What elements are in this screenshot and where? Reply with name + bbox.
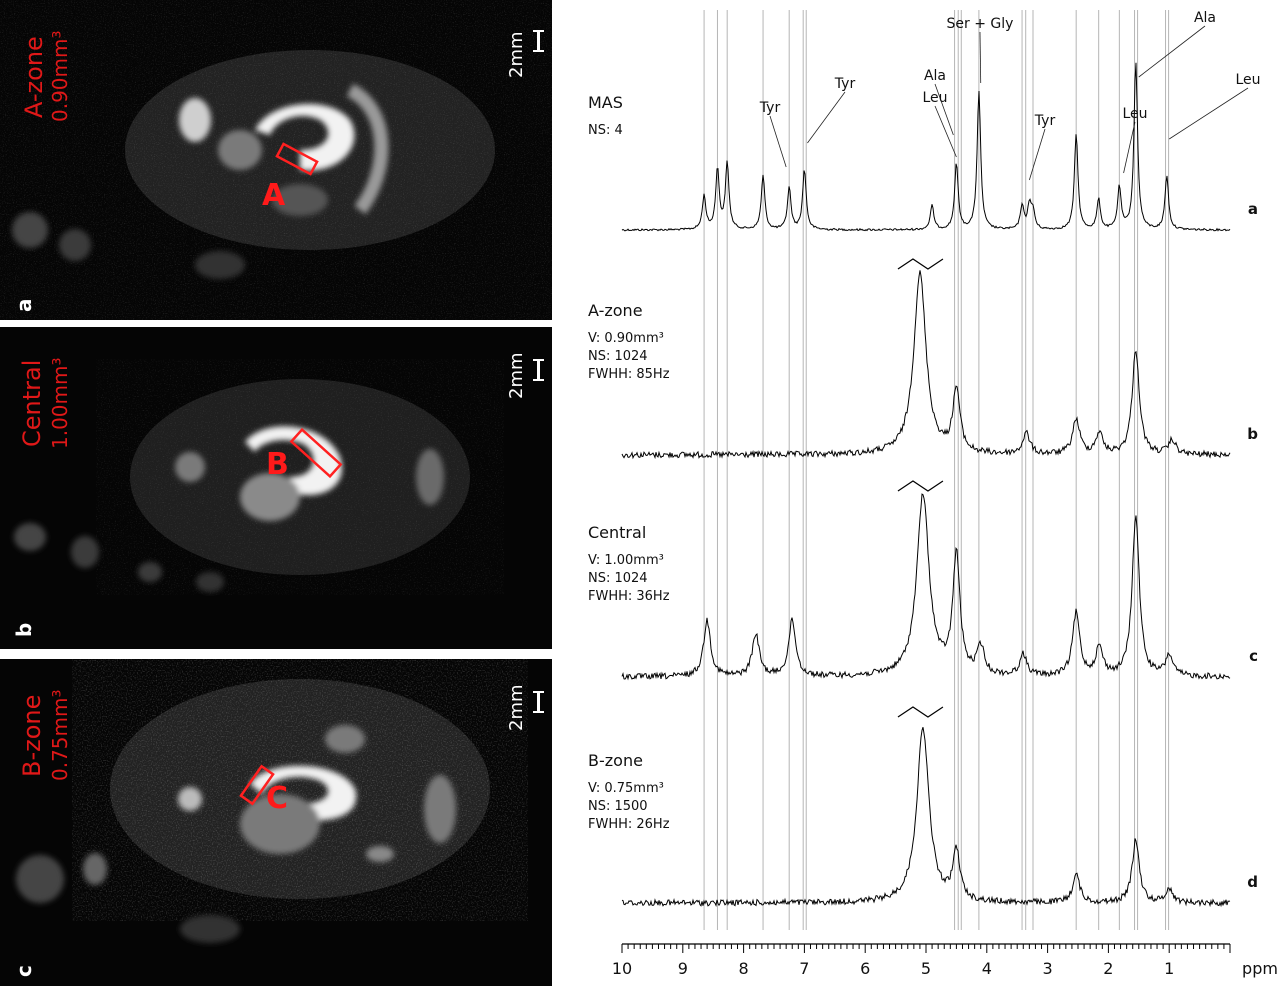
spectrum-title-b: A-zone <box>588 301 643 320</box>
spectrum-trace-d <box>621 727 1231 908</box>
spectrum-trace-c <box>621 493 1231 681</box>
axis-unit-label: ppm <box>1242 959 1278 978</box>
spectrum-info: NS: 4 <box>588 123 623 138</box>
peak-leader-line <box>769 115 787 168</box>
ppm-axis: 10 9 8 7 6 5 4 3 2 1 ppm <box>612 943 1278 978</box>
volume-label-a: 0.90mm³ <box>48 30 72 122</box>
roi-box-c <box>239 764 275 806</box>
spectrum-annotations: MAS NS: 4 a A-zone V: 0.90mm³ NS: 1024 FWHH: 8… <box>588 93 1258 891</box>
roi-letter-a: A <box>262 178 286 213</box>
peak-leader-line <box>934 83 954 136</box>
peak-labels: Tyr Tyr Ala Leu Ser + Gly Tyr Leu Ala Leu <box>759 10 1261 181</box>
mri-image-a <box>0 0 552 320</box>
peak-label: Ala <box>924 68 946 84</box>
panel-letter-b: b <box>12 622 36 637</box>
axis-tick-label: 4 <box>982 959 992 978</box>
spectrum-info: NS: 1024 <box>588 349 648 364</box>
spectrum-info: V: 1.00mm³ <box>588 553 664 568</box>
zone-label-b: Central <box>18 359 46 447</box>
axis-tick-label: 2 <box>1103 959 1113 978</box>
spectrum-letter-d: d <box>1247 873 1258 891</box>
spectrum-info: FWHH: 85Hz <box>588 367 670 382</box>
spectrum-trace-a <box>621 62 1231 232</box>
roi-letter-c: C <box>266 781 289 816</box>
peak-label: Ala <box>1194 10 1216 26</box>
spectrum-letter-b: b <box>1247 425 1258 443</box>
mri-panel-a: A-zone 0.90mm³ 2mm A a <box>0 0 552 320</box>
peak-label: Ser + Gly <box>947 16 1014 32</box>
peak-label: Leu <box>1122 106 1147 122</box>
spectrum-title-a: MAS <box>588 93 623 112</box>
peak-label: Leu <box>922 90 947 106</box>
axis-tick-label: 6 <box>860 959 870 978</box>
peak-label: Tyr <box>759 100 781 116</box>
spectrum-info: FWHH: 26Hz <box>588 817 670 832</box>
axis-tick-label: 7 <box>799 959 809 978</box>
spectrum-info: V: 0.90mm³ <box>588 331 664 346</box>
roi-box-b <box>289 427 343 479</box>
zone-label-c: B-zone <box>18 694 46 777</box>
peak-leader-line <box>1028 128 1046 181</box>
spectrum-title-c: Central <box>588 523 646 542</box>
break-mark <box>897 258 944 270</box>
spectrum-info: V: 0.75mm³ <box>588 781 664 796</box>
spectrum-letter-c: c <box>1249 647 1258 665</box>
axis-tick-label: 5 <box>921 959 931 978</box>
axis-tick-label: 3 <box>1043 959 1053 978</box>
mri-image-c <box>16 679 490 943</box>
mri-panel-b: Central 1.00mm³ 2mm B b <box>0 327 552 649</box>
peak-leader-line <box>979 31 982 84</box>
spectrum-info: NS: 1024 <box>588 571 648 586</box>
axis-tick-label: 8 <box>739 959 749 978</box>
scale-bar-a <box>533 30 544 52</box>
scale-label-b: 2mm <box>506 352 527 399</box>
mri-panel-c: B-zone 0.75mm³ 2mm C c <box>0 659 552 986</box>
break-mark <box>897 480 944 492</box>
nmr-spectra-chart: Tyr Tyr Ala Leu Ser + Gly Tyr Leu Ala Leu MAS NS:… <box>588 10 1278 978</box>
peak-leader-line <box>1123 121 1136 174</box>
reference-lines <box>703 10 1170 930</box>
axis-tick-label: 1 <box>1164 959 1174 978</box>
roi-box-a <box>275 142 319 176</box>
scale-bar-b <box>533 359 544 381</box>
axis-tick-label: 9 <box>678 959 688 978</box>
scale-bar-c <box>533 691 544 713</box>
spectrum-letter-a: a <box>1248 200 1258 218</box>
scale-label-a: 2mm <box>506 31 527 78</box>
roi-letter-b: B <box>266 447 289 482</box>
peak-leader-line <box>1168 87 1249 140</box>
peak-label: Tyr <box>834 76 856 92</box>
spectra-traces <box>621 62 1231 908</box>
panel-letter-a: a <box>12 298 36 313</box>
peak-leader-line <box>934 105 957 158</box>
break-mark <box>897 706 944 718</box>
spectrum-info: NS: 1500 <box>588 799 648 814</box>
spectrum-title-d: B-zone <box>588 751 643 770</box>
zone-label-a: A-zone <box>20 36 48 118</box>
axis-tick-label: 10 <box>612 959 632 978</box>
mri-image-b <box>14 379 470 592</box>
volume-label-c: 0.75mm³ <box>48 689 72 781</box>
peak-label: Tyr <box>1034 113 1056 129</box>
spectrum-info: FWHH: 36Hz <box>588 589 670 604</box>
peak-leader-line <box>807 91 846 144</box>
spectrum-trace-b <box>621 270 1231 460</box>
volume-label-b: 1.00mm³ <box>48 357 72 449</box>
peak-leader-line <box>1138 25 1206 78</box>
panel-letter-c: c <box>12 965 36 977</box>
scale-label-c: 2mm <box>506 684 527 731</box>
peak-label: Leu <box>1235 72 1260 88</box>
